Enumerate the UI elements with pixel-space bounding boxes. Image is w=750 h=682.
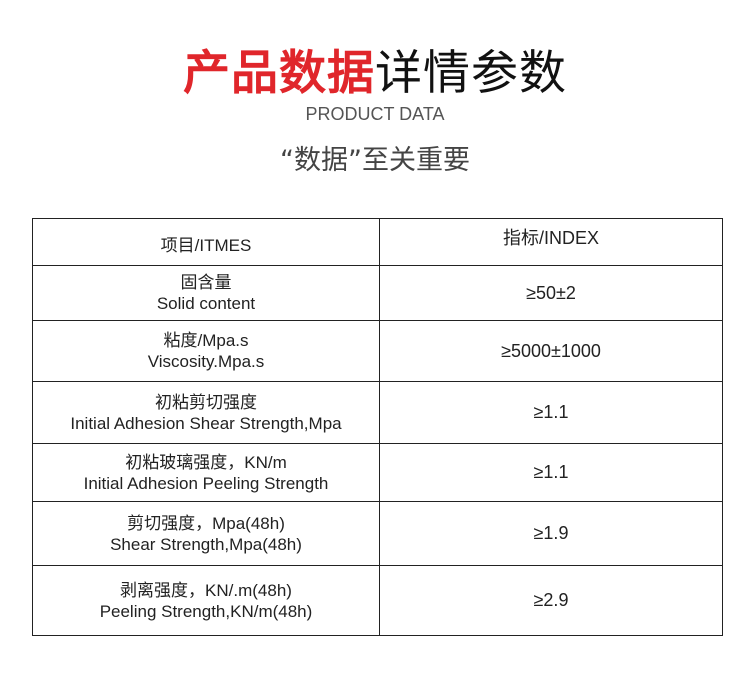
item-zh: 剪切强度，Mpa(48h) (127, 513, 285, 533)
item-en: Viscosity.Mpa.s (147, 352, 265, 371)
item-value: ≥50±2 (379, 265, 723, 321)
item-zh: 粘度/Mpa.s (163, 331, 249, 350)
item-value: ≥1.9 (379, 501, 723, 566)
item-en: Initial Adhesion Peeling Strength (83, 473, 329, 493)
table-row: 剥离强度，KN/.m(48h) Peeling Strength,KN/m(48h… (32, 565, 723, 636)
table-row: 初粘玻璃强度，KN/m Initial Adhesion Peeling Stre… (32, 443, 723, 502)
title-red: 产品数据 (183, 46, 375, 101)
item-en: Shear Strength,Mpa(48h) (110, 534, 302, 554)
table-row: 粘度/Mpa.s Viscosity.Mpa.s ≥5000±1000 (32, 320, 723, 382)
column-header-index: 指标/INDEX (379, 218, 723, 266)
item-value: ≥5000±1000 (379, 320, 723, 382)
item-zh: 初粘玻璃强度，KN/m (125, 452, 287, 472)
page-title: 产品数据详情参数 (0, 44, 750, 104)
item-value: ≥1.1 (379, 443, 723, 502)
subtitle: PRODUCT DATA (305, 104, 445, 124)
column-header-items: 项目/ITMES (32, 218, 380, 266)
table-row: 固含量 Solid content ≥50±2 (32, 265, 723, 321)
item-en: Solid content (156, 294, 256, 313)
item-en: Peeling Strength,KN/m(48h) (99, 601, 313, 621)
item-value: ≥1.1 (379, 381, 723, 444)
table-row: 剪切强度，Mpa(48h) Shear Strength,Mpa(48h) ≥1.… (32, 501, 723, 566)
product-data-table: 项目/ITMES 指标/INDEX 固含量 Solid content ≥50±2… (32, 218, 723, 636)
tagline: “数据”至关重要 (280, 145, 470, 176)
item-zh: 剥离强度，KN/.m(48h) (120, 580, 292, 600)
table-row: 初粘剪切强度 Initial Adhesion Shear Strength,Mp… (32, 381, 723, 444)
item-en: Initial Adhesion Shear Strength,Mpa (70, 413, 342, 433)
item-value: ≥2.9 (379, 565, 723, 636)
table-header: 项目/ITMES 指标/INDEX (32, 218, 723, 266)
title-black: 详情参数 (375, 46, 567, 101)
item-zh: 初粘剪切强度 (155, 392, 257, 412)
item-zh: 固含量 (180, 273, 232, 292)
